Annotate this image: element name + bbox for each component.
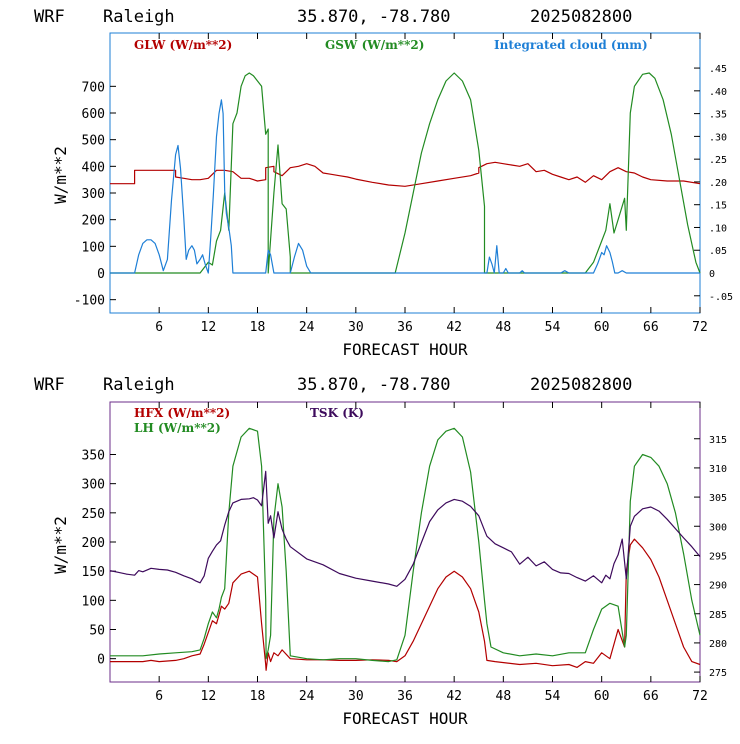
chart2-series-line-1 [110,538,701,671]
chart2-header-coords: 35.870, -78.780 [297,375,451,395]
chart1-ytick-label: 500 [82,134,105,149]
chart1-plot-area [110,72,701,274]
chart1-series-line-1 [110,161,701,187]
chart2-y2tick-label: 315 [709,435,727,446]
chart2-ylabel: W/m**2 [51,516,70,574]
chart1-frame [109,32,701,314]
chart1-xtick-label: 42 [446,320,462,335]
chart1-ylabel: W/m**2 [51,146,70,204]
chart2-legend-hfx: HFX (W/m**2) [134,406,230,420]
chart2-xtick-label: 66 [643,689,659,704]
chart1-xtick-label: 54 [545,320,561,335]
chart2-y2tick-label: 290 [709,581,727,592]
chart2-ytick-label: 250 [82,507,105,522]
chart2-y2tick-label: 300 [709,522,727,533]
chart1-xtick-label: 30 [348,320,364,335]
chart1-ytick-label: 0 [97,267,105,282]
chart2-ytick-label: 350 [82,449,105,464]
chart2-ytick-label: 300 [82,478,105,493]
chart2-xtick-label: 6 [155,689,163,704]
chart1-ytick-label: 100 [82,240,105,255]
chart2-legend-tsk: TSK (K) [310,406,364,420]
chart2-header-date: 2025082800 [530,375,632,395]
chart1-xtick-label: 48 [496,320,512,335]
chart2-xtick-label: 48 [496,689,512,704]
chart2-y2tick-label: 305 [709,493,727,504]
chart2-ytick-label: 150 [82,565,105,580]
chart1-header-date: 2025082800 [530,7,632,27]
chart2-series-line-3 [109,470,701,587]
chart2-xtick-label: 12 [201,689,217,704]
chart1-y2tick-label: -.05 [709,292,733,303]
chart2-frame [109,401,701,683]
chart1-xtick-label: 60 [594,320,610,335]
chart2-xtick-label: 18 [250,689,266,704]
chart1-y2tick-label: .15 [709,201,727,212]
chart1-header-location: Raleigh [103,7,175,27]
chart1-ytick-label: -100 [74,294,105,309]
chart1-y2tick-label: .40 [709,87,727,98]
chart2-axis-ticks: 6 12 18 24 30 36 42 48 54 60 66 72 0 50 100 150 200 250 30… [82,402,727,704]
chart2-xlabel: FORECAST HOUR [342,709,468,728]
chart2-xtick-label: 24 [299,689,315,704]
chart2-series-line-2 [110,427,701,663]
chart2-y2tick-label: 280 [709,639,727,650]
chart1-y2tick-label: .05 [709,246,727,257]
chart1-ytick-label: 200 [82,214,105,229]
chart2-xtick-label: 42 [446,689,462,704]
chart2-ytick-label: 100 [82,594,105,609]
chart1-y2tick-label: .10 [709,223,727,234]
chart2-ytick-label: 50 [89,624,105,639]
chart2-xtick-label: 72 [692,689,708,704]
chart1-series-line-2 [110,72,701,274]
chart1-series-line-3 [110,99,700,274]
chart2-legend-lh: LH (W/m**2) [134,421,221,435]
chart2-y2tick-label: 275 [709,668,727,679]
chart1-legend-gsw: GSW (W/m**2) [325,38,424,52]
chart2-xtick-label: 36 [397,689,413,704]
chart1-y2tick-label: .45 [709,64,727,75]
chart1-ytick-label: 600 [82,107,105,122]
chart1-y2tick-label: .30 [709,132,727,143]
chart2-plot-area [109,427,701,671]
chart1-y2tick-label: .25 [709,155,727,166]
chart1-y2tick-label: .20 [709,178,727,189]
chart1-xtick-label: 12 [201,320,217,335]
chart1-xlabel: FORECAST HOUR [342,340,468,359]
chart1-xtick-label: 66 [643,320,659,335]
chart1-legend-cloud: Integrated cloud (mm) [494,38,648,52]
chart1-ytick-label: 400 [82,160,105,175]
chart1-axis-ticks: 6 12 18 24 30 36 42 48 54 60 66 72 -100 0 100 200 300 400… [74,33,733,335]
chart2-y2tick-label: 285 [709,610,727,621]
chart2-xtick-label: 60 [594,689,610,704]
chart2-y2tick-label: 310 [709,464,727,475]
chart2-y2tick-label: 295 [709,551,727,562]
chart1-y2tick-label: 0 [709,269,715,280]
chart2-xtick-label: 54 [545,689,561,704]
chart1-xtick-label: 36 [397,320,413,335]
chart2-header-location: Raleigh [103,375,175,395]
chart1-ytick-label: 700 [82,80,105,95]
chart1-header-coords: 35.870, -78.780 [297,7,451,27]
chart1-y2tick-label: .35 [709,110,727,121]
chart1-xtick-label: 72 [692,320,708,335]
chart1-xtick-label: 6 [155,320,163,335]
chart1-ytick-label: 300 [82,187,105,202]
chart2-xtick-label: 30 [348,689,364,704]
chart1-header-model: WRF [34,7,65,27]
chart1-xtick-label: 18 [250,320,266,335]
chart1-legend-glw: GLW (W/m**2) [134,38,232,52]
chart2-header-model: WRF [34,375,65,395]
chart2-ytick-label: 200 [82,536,105,551]
chart2-ytick-label: 0 [97,653,105,668]
chart1-xtick-label: 24 [299,320,315,335]
